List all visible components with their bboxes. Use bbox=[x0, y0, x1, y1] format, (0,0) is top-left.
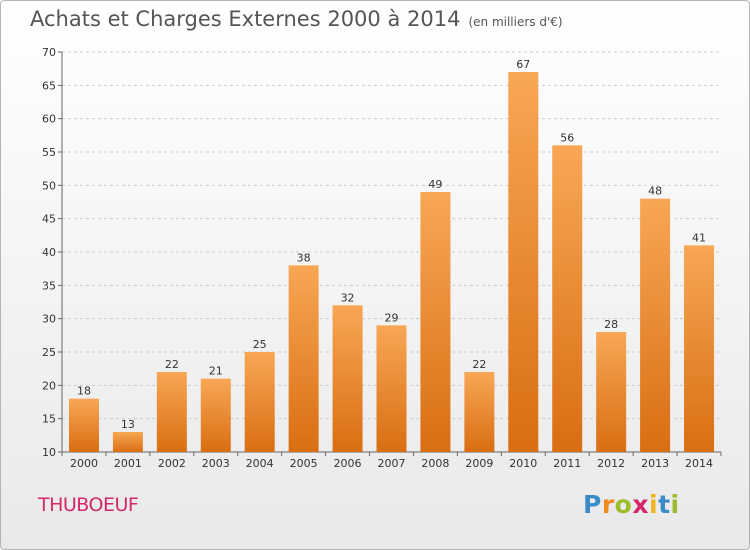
bar-2000 bbox=[68, 398, 99, 452]
data-label-2000: 18 bbox=[77, 385, 91, 398]
data-label-2011: 56 bbox=[560, 131, 574, 144]
data-label-2002: 22 bbox=[165, 358, 179, 371]
bar-2011 bbox=[552, 145, 583, 453]
x-tick-label: 2004 bbox=[246, 457, 274, 470]
x-tick-label: 2014 bbox=[685, 457, 713, 470]
bar-2001 bbox=[112, 432, 143, 452]
bar-2003 bbox=[200, 378, 231, 452]
y-tick-label: 45 bbox=[42, 213, 56, 226]
data-label-2003: 21 bbox=[209, 365, 223, 378]
y-tick-label: 60 bbox=[42, 113, 56, 126]
bar-2008 bbox=[420, 192, 451, 452]
data-label-2006: 32 bbox=[341, 291, 355, 304]
x-tick-label: 2003 bbox=[202, 457, 230, 470]
chart-title-text: Achats et Charges Externes 2000 à 2014 bbox=[30, 7, 461, 31]
x-tick-label: 2010 bbox=[509, 457, 537, 470]
chart-title: Achats et Charges Externes 2000 à 2014 (e… bbox=[30, 7, 563, 31]
y-tick-label: 15 bbox=[42, 413, 56, 426]
bar-2005 bbox=[288, 265, 319, 452]
bar-2013 bbox=[640, 198, 671, 452]
data-label-2007: 29 bbox=[385, 311, 399, 324]
data-label-2013: 48 bbox=[648, 185, 662, 198]
data-label-2014: 41 bbox=[692, 231, 706, 244]
x-tick-label: 2008 bbox=[421, 457, 449, 470]
y-tick-label: 30 bbox=[42, 313, 56, 326]
bar-2004 bbox=[244, 352, 275, 452]
data-label-2012: 28 bbox=[604, 318, 618, 331]
y-tick-label: 40 bbox=[42, 246, 56, 259]
data-label-2010: 67 bbox=[516, 58, 530, 71]
x-tick-label: 2007 bbox=[378, 457, 406, 470]
bar-2014 bbox=[684, 245, 715, 452]
bar-2006 bbox=[332, 305, 363, 452]
data-label-2004: 25 bbox=[253, 338, 267, 351]
proxiti-logo: Proxiti bbox=[583, 490, 680, 519]
bar-2002 bbox=[156, 372, 187, 452]
y-tick-label: 35 bbox=[42, 279, 56, 292]
y-tick-label: 70 bbox=[42, 46, 56, 59]
x-tick-label: 2006 bbox=[334, 457, 362, 470]
x-tick-label: 2002 bbox=[158, 457, 186, 470]
y-tick-label: 55 bbox=[42, 146, 56, 159]
data-label-2008: 49 bbox=[428, 178, 442, 191]
x-tick-label: 2005 bbox=[290, 457, 318, 470]
x-tick-label: 2001 bbox=[114, 457, 142, 470]
data-label-2001: 13 bbox=[121, 418, 135, 431]
y-tick-label: 65 bbox=[42, 79, 56, 92]
y-tick-label: 20 bbox=[42, 379, 56, 392]
bar-2012 bbox=[596, 332, 627, 452]
y-tick-label: 25 bbox=[42, 346, 56, 359]
data-label-2009: 22 bbox=[472, 358, 486, 371]
x-tick-label: 2000 bbox=[70, 457, 98, 470]
x-tick-label: 2013 bbox=[641, 457, 669, 470]
y-tick-label: 10 bbox=[42, 446, 56, 459]
x-tick-label: 2011 bbox=[553, 457, 581, 470]
data-label-2005: 38 bbox=[297, 251, 311, 264]
x-tick-label: 2009 bbox=[465, 457, 493, 470]
bar-2010 bbox=[508, 72, 539, 452]
chart-subtitle: (en milliers d'€) bbox=[468, 15, 563, 29]
bar-2009 bbox=[464, 372, 495, 452]
y-tick-label: 50 bbox=[42, 179, 56, 192]
x-tick-label: 2012 bbox=[597, 457, 625, 470]
bar-2007 bbox=[376, 325, 407, 452]
commune-name: THUBOEUF bbox=[38, 494, 139, 516]
